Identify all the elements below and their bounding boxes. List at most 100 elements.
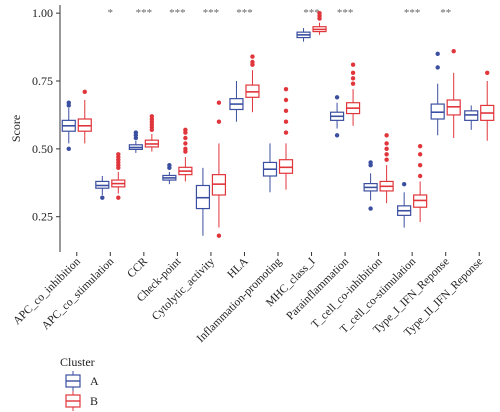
outlier-point	[283, 108, 289, 114]
y-axis-label: Score	[9, 115, 23, 142]
significance-mark: ***	[337, 7, 354, 19]
significance-mark: ***	[236, 7, 253, 19]
outlier-point	[451, 48, 456, 54]
outlier-point	[100, 195, 105, 200]
box-A-4	[195, 167, 211, 236]
outlier-point	[485, 70, 490, 76]
significance-mark: ***	[136, 7, 153, 19]
outlier-point	[350, 70, 356, 76]
legend-label: B	[90, 394, 98, 408]
box-B-5	[245, 54, 260, 113]
box-B-4	[211, 100, 227, 238]
box-A-9	[363, 160, 378, 211]
box-B-10	[413, 143, 428, 223]
outlier-point	[435, 65, 440, 70]
box-B-0	[77, 89, 92, 144]
outlier-point	[435, 51, 440, 57]
outlier-point	[368, 206, 373, 211]
outlier-point	[350, 62, 356, 67]
legend: Cluster AB	[60, 355, 99, 411]
axes: 0.25 0.50 0.75 1.00 Score	[9, 5, 480, 256]
box-B-8	[345, 62, 361, 126]
legend-item-A: A	[65, 371, 99, 391]
outlier-point	[149, 114, 155, 119]
box-A-5	[229, 81, 244, 122]
outlier-point	[183, 141, 188, 146]
box-A-12	[464, 105, 479, 130]
outlier-point	[283, 119, 289, 124]
box-A-10	[397, 181, 412, 228]
significance-mark: ***	[203, 7, 220, 19]
outlier-point	[417, 143, 423, 149]
box-A-0	[61, 100, 76, 152]
outlier-point	[368, 160, 373, 165]
x-tick-label: CCR	[125, 255, 150, 280]
x-tick-label: HLA	[225, 255, 251, 281]
legend-label: A	[90, 374, 99, 388]
box-B-3	[178, 127, 193, 182]
outlier-point	[116, 195, 121, 200]
outlier-point	[417, 162, 423, 168]
box-iqr	[278, 159, 294, 174]
outlier-point	[167, 162, 172, 168]
outlier-point	[334, 95, 340, 100]
outlier-point	[183, 146, 188, 152]
box-B-2	[144, 114, 159, 152]
outlier-point	[417, 173, 423, 179]
box-A-6	[262, 143, 278, 193]
outlier-point	[417, 152, 423, 157]
outlier-point	[350, 76, 356, 81]
box-layer	[61, 10, 495, 238]
outlier-point	[216, 233, 222, 238]
significance-mark: *	[108, 7, 114, 19]
box-A-3	[162, 162, 177, 185]
outlier-point	[384, 146, 389, 152]
outlier-point	[401, 181, 407, 187]
outlier-point	[384, 133, 389, 138]
outlier-point	[283, 130, 289, 135]
box-A-7	[296, 28, 311, 42]
significance-labels: * *** *** *** *** *** *** *** **	[108, 7, 452, 19]
outlier-point	[66, 100, 71, 105]
outlier-point	[384, 157, 389, 162]
outlier-point	[66, 146, 71, 152]
outlier-point	[216, 119, 222, 124]
outlier-point	[350, 81, 356, 86]
outlier-point	[183, 127, 188, 133]
outlier-point	[216, 100, 222, 105]
outlier-point	[250, 54, 255, 59]
outlier-point	[183, 135, 188, 141]
outlier-point	[250, 59, 255, 65]
outlier-point	[384, 141, 389, 146]
outlier-point	[82, 89, 87, 95]
outlier-point	[283, 86, 289, 92]
significance-mark: ***	[404, 7, 421, 19]
legend-title: Cluster	[60, 355, 95, 369]
box-B-12	[480, 70, 495, 141]
y-tick-label: 1.00	[32, 6, 53, 20]
outlier-point	[133, 130, 139, 135]
box-B-1	[111, 152, 126, 200]
outlier-point	[317, 10, 322, 16]
significance-mark: ***	[303, 7, 320, 19]
x-tick-label: Parainflammation	[284, 255, 351, 322]
box-A-8	[329, 95, 345, 138]
box-A-1	[95, 176, 110, 200]
box-B-6	[278, 86, 294, 190]
y-tick-label: 0.25	[32, 210, 53, 224]
box-A-11	[430, 51, 445, 136]
y-tick-label: 0.75	[32, 74, 53, 88]
significance-mark: **	[440, 7, 451, 19]
outlier-point	[116, 152, 121, 157]
box-B-11	[446, 48, 461, 138]
y-tick-label: 0.50	[32, 142, 53, 156]
legend-item-B: B	[65, 391, 98, 411]
box-A-2	[128, 130, 143, 153]
x-tick-label: Cytolytic_activity	[150, 255, 217, 322]
box-B-9	[379, 133, 394, 204]
outlier-point	[384, 152, 389, 157]
box-B-7	[312, 10, 327, 35]
outlier-point	[334, 133, 340, 138]
